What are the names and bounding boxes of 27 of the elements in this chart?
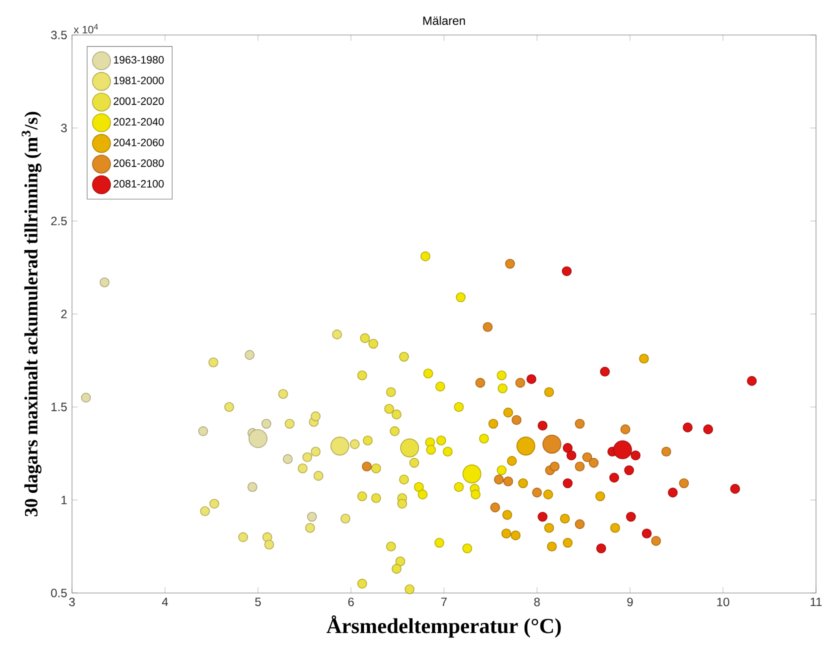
x-tick-label: 9 — [627, 598, 633, 606]
chart-title: Mälaren — [423, 16, 465, 25]
text: x 10$^{4}$ — [74, 24, 98, 34]
legend-label: 2061-2080 — [114, 159, 164, 167]
legend-label: 2001-2020 — [114, 97, 164, 105]
y-tick-label: 3 — [61, 124, 67, 132]
x-tick-label: 5 — [255, 598, 261, 606]
x-tick-label: 8 — [534, 598, 540, 606]
x-tick-label: 4 — [162, 598, 168, 606]
x-tick-label: 3 — [69, 598, 75, 606]
x-tick-label: 6 — [348, 598, 354, 606]
y-tick-label: 1 — [62, 496, 67, 504]
y-tick-label: 0.5 — [51, 588, 67, 598]
x-tick-label: 10 — [717, 598, 730, 606]
legend-label: 2021-2040 — [114, 118, 164, 126]
x-tick-label: 7 — [441, 598, 447, 606]
y-tick-label: 2 — [61, 310, 67, 318]
y-axis-title: 30 dagars maximalt ackumulerad tillrinning (m$^{3}$/s) — [22, 112, 42, 516]
y-tick-label: 2.5 — [51, 216, 67, 226]
y-tick-label: 3.5 — [51, 30, 67, 40]
legend-label: 1963-1980 — [114, 56, 164, 64]
legend-label: 1981-2000 — [114, 76, 164, 84]
legend-label: 2041-2060 — [114, 138, 164, 146]
x-tick-label: 11 — [810, 598, 822, 606]
x-axis-title: Årsmedeltemperatur (°C) — [326, 615, 561, 638]
y-tick-label: 1.5 — [52, 402, 67, 412]
legend-label: 2081-2100 — [114, 180, 164, 188]
